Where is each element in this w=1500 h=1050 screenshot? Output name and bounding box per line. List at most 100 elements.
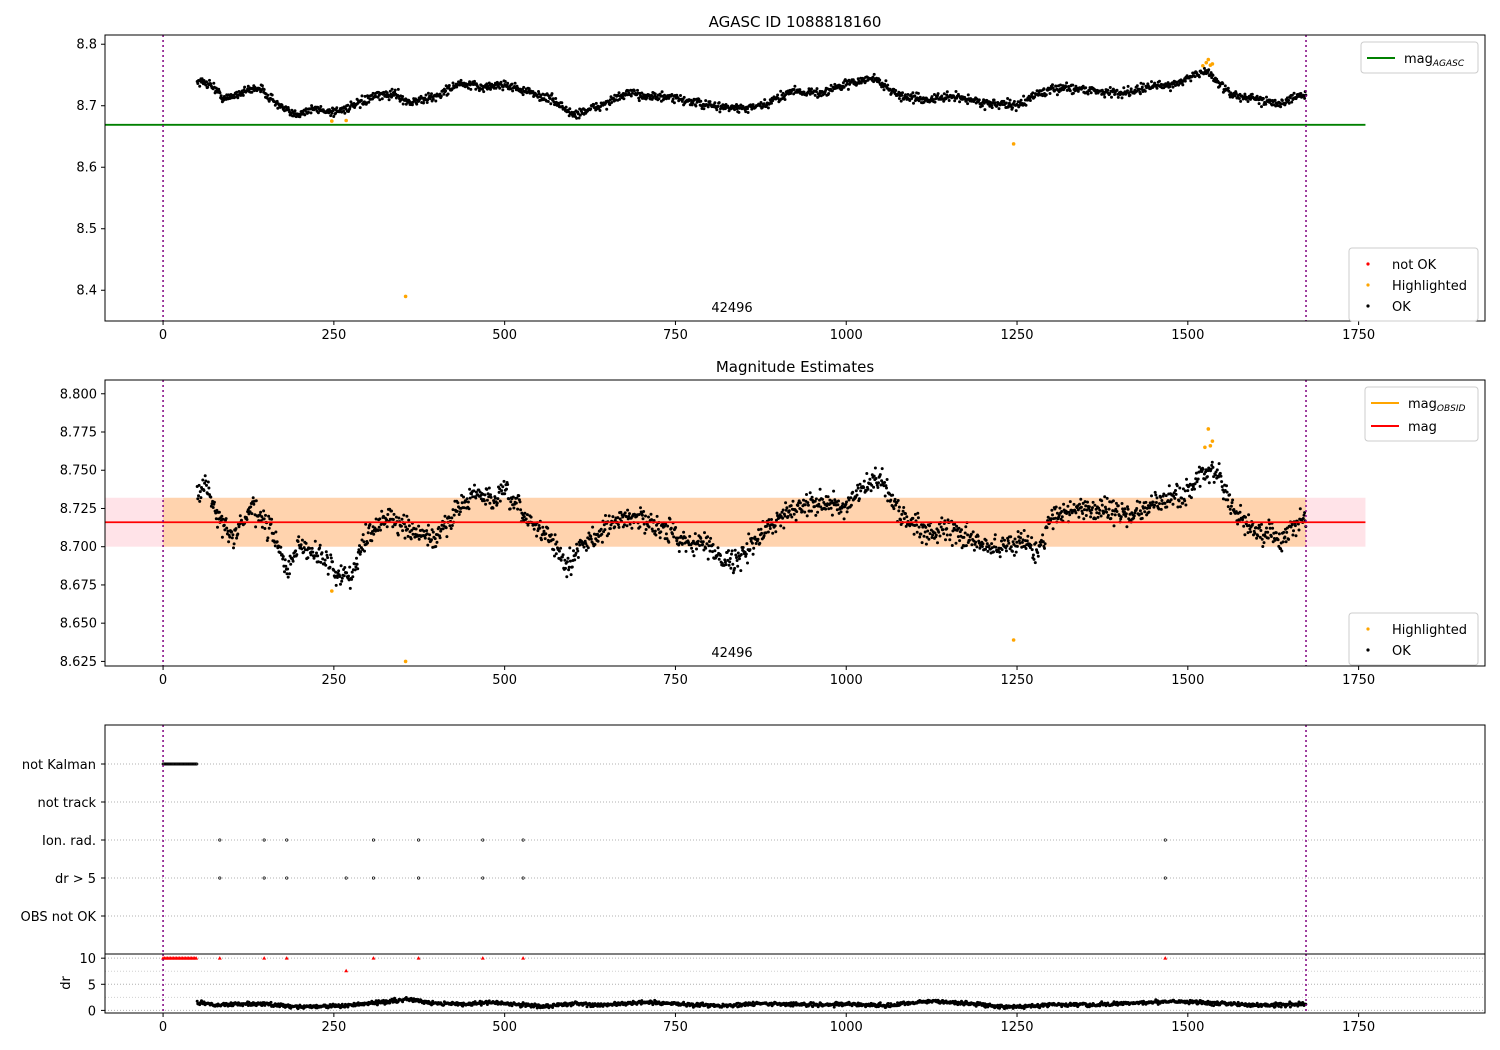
magnitude-ok-point [589,534,593,538]
agasc-ok-point [1290,100,1294,104]
magnitude-ok-point [672,535,676,539]
magnitude-panel: 0 250 500 750 1000 1250 1500 17508.6258.6508.67… [60,379,1486,688]
magnitude-ok-point [488,501,492,505]
agasc-ok-point [1054,84,1058,88]
agasc-ok-point [473,79,476,83]
magnitude-ok-point [683,536,687,540]
magnitude-ok-point [948,538,952,542]
magnitude-ok-point [1078,502,1081,506]
magnitude-ok-point [1022,529,1026,532]
magnitude-ok-point [321,557,325,561]
magnitude-ok-point [517,494,521,498]
magnitude-ok-point [1006,539,1010,543]
magnitude-ok-point [508,507,512,511]
magnitude-ok-point [316,560,320,564]
agasc-highlighted-point [330,119,334,123]
magnitude-ok-point [792,512,796,516]
magnitude-ok-point [1212,480,1216,484]
magnitude-ok-point [372,532,376,536]
magnitude-ok-point [1007,541,1011,545]
agasc-ok-point [1019,98,1023,102]
magnitude-ok-point [625,524,629,528]
magnitude-ok-point [803,503,807,507]
magnitude-ok-point [813,499,817,503]
magnitude-ok-point [275,540,279,544]
magnitude-ok-point [249,505,253,509]
agasc-ok-point [537,90,540,93]
agasc-ok-point [1265,95,1268,99]
magnitude-ok-point [1015,544,1019,548]
magnitude-ok-point [734,553,738,557]
agasc-ok-point [1142,82,1145,86]
magnitude-ok-point [225,526,229,530]
magnitude-ok-point [912,532,916,536]
magnitude-ok-point [286,567,290,571]
magnitude-ok-point [1175,484,1179,488]
magnitude-ok-point [987,544,991,548]
magnitude-ok-point [607,532,611,536]
magnitude-ok-point [324,550,328,554]
magnitude-ok-point [789,504,793,508]
magnitude-ok-point [1242,524,1246,528]
flags-category-label: not Kalman [22,758,96,773]
magnitude-ok-point [607,514,611,518]
magnitude-ok-point [297,535,301,539]
agasc-ok-point [1202,66,1206,70]
magnitude-ok-point [468,496,472,500]
magnitude-ok-point [235,536,239,540]
magnitude-ok-point [1201,467,1205,471]
magnitude-ok-point [497,490,501,494]
magnitude-ok-point [205,483,208,487]
agasc-ok-point [763,98,767,102]
agasc-ok-point [262,88,266,91]
magnitude-ok-point [916,516,920,520]
agasc-ok-point [1129,87,1133,91]
magnitude-ok-point [426,543,430,547]
agasc-ok-point [708,100,712,104]
magnitude-ok-point [483,493,487,497]
magnitude-ok-point [360,538,364,542]
agasc-points-legend-label: OK [1392,300,1411,315]
agasc-ok-point [702,107,706,111]
magnitude-ok-point [1225,484,1228,488]
magnitude-ok-point [283,570,286,574]
magnitude-ok-point [368,523,372,526]
magnitude-ok-point [1217,475,1220,479]
agasc-ok-point [945,90,949,94]
magnitude-ok-point [1081,512,1085,515]
magnitude-ok-point [962,535,966,539]
agasc-ok-point [942,92,946,96]
magnitude-ok-point [784,501,788,505]
magnitude-ok-point [1247,513,1251,517]
agasc-ok-point [335,106,339,110]
agasc-ok-point [235,90,239,94]
agasc-ok-point [781,91,785,95]
magnitude-ok-point [920,541,924,545]
magnitude-ok-point [849,503,853,507]
magnitude-ok-point [380,509,384,513]
magnitude-ok-point [953,522,957,526]
magnitude-ok-point [1114,501,1118,505]
agasc-ok-point [334,111,338,115]
flags-marker [481,876,485,880]
agasc-ok-point [671,97,675,101]
magnitude-ok-point [355,556,358,560]
magnitude-ok-point [851,490,855,494]
magnitude-ok-point [300,547,304,551]
flags-marker [195,762,199,766]
agasc-ok-point [911,91,915,95]
magnitude-ok-point [1083,500,1087,504]
magnitude-ok-point [964,544,968,548]
agasc-ok-point [549,102,553,106]
magnitude-ok-point [1174,489,1177,492]
magnitude-ok-point [491,506,495,510]
magnitude-ok-point [1237,519,1241,522]
magnitude-ok-point [1100,503,1104,507]
magnitude-ok-point [892,507,896,511]
magnitude-ok-point [589,537,593,541]
magnitude-ok-point [238,522,242,526]
magnitude-ok-point [924,525,928,529]
magnitude-ok-point [474,490,478,494]
magnitude-ok-point [1191,485,1195,489]
